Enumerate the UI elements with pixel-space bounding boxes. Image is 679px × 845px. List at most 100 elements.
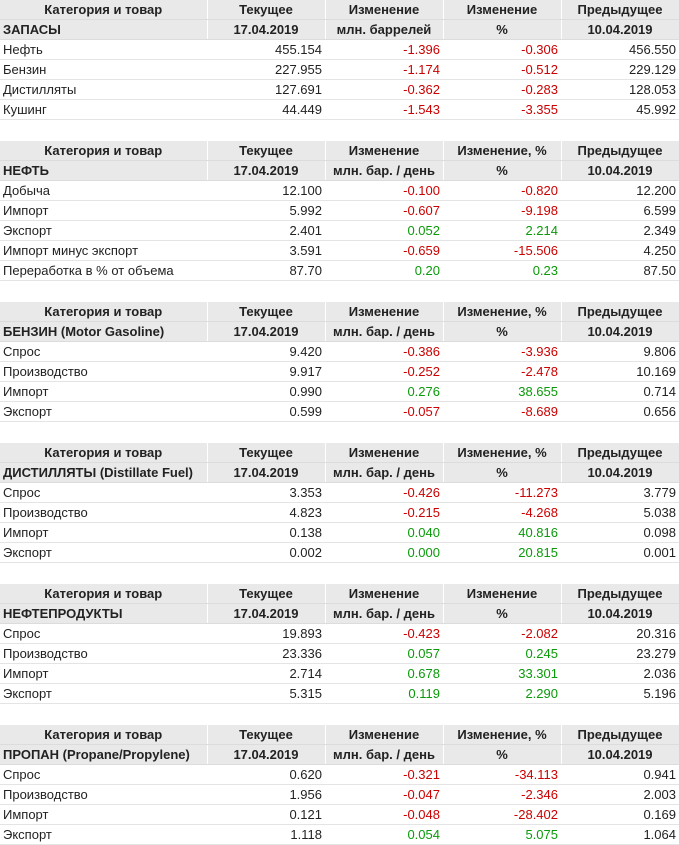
row-label: Спрос: [0, 764, 207, 785]
table-cell: 0.002: [207, 542, 325, 563]
header-row: Категория и товар Текущее Изменение Изменен…: [0, 302, 679, 322]
row-label: Спрос: [0, 341, 207, 362]
table-cell: -3.355: [443, 99, 561, 120]
table-row: Экспорт 2.401 0.052 2.214 2.349: [0, 220, 679, 241]
column-subheader: %: [443, 19, 562, 40]
section-title: НЕФТЬ: [0, 160, 208, 181]
data-table: Категория и товар Текущее Изменение Изменен…: [0, 725, 679, 845]
table-row: Нефть 455.154 -1.396 -0.306 456.550: [0, 39, 679, 60]
section-gap: [0, 563, 679, 584]
row-label: Бензин: [0, 59, 207, 80]
column-subheader: 10.04.2019: [561, 603, 679, 624]
table-row: Производство 9.917 -0.252 -2.478 10.169: [0, 361, 679, 382]
row-label: Производство: [0, 643, 207, 664]
section-gap: [0, 704, 679, 725]
column-subheader: млн. бар. / день: [325, 744, 444, 765]
table-row: Экспорт 0.002 0.000 20.815 0.001: [0, 542, 679, 563]
table-cell: -2.346: [443, 784, 561, 805]
table-cell: 6.599: [561, 200, 679, 221]
row-label: Импорт: [0, 663, 207, 684]
subheader-row: НЕФТЕПРОДУКТЫ 17.04.2019 млн. бар. / день%…: [0, 603, 679, 624]
table-cell: 0.245: [443, 643, 561, 664]
header-row: Категория и товар Текущее Изменение Изменен…: [0, 443, 679, 463]
column-subheader: 10.04.2019: [561, 321, 679, 342]
table-cell: -8.689: [443, 401, 561, 422]
table-cell: 23.336: [207, 643, 325, 664]
section-propane: Категория и товар Текущее Изменение Изменен…: [0, 725, 679, 845]
column-header: Изменение: [443, 0, 562, 20]
table-cell: -0.362: [325, 79, 443, 100]
row-label: Спрос: [0, 482, 207, 503]
header-row: Категория и товар Текущее Изменение Изменен…: [0, 725, 679, 745]
table-cell: 0.057: [325, 643, 443, 664]
table-cell: -0.215: [325, 502, 443, 523]
table-cell: -15.506: [443, 240, 561, 261]
row-label: Экспорт: [0, 683, 207, 704]
table-cell: 2.036: [561, 663, 679, 684]
row-label: Производство: [0, 502, 207, 523]
column-subheader: %: [443, 160, 562, 181]
subheader-row: ПРОПАН (Propane/Propylene) 17.04.2019 млн.…: [0, 744, 679, 765]
section-gap: [0, 120, 679, 141]
table-cell: -0.306: [443, 39, 561, 60]
table-cell: 455.154: [207, 39, 325, 60]
column-header: Предыдущее: [561, 141, 679, 161]
table-row: Производство 4.823 -0.215 -4.268 5.038: [0, 502, 679, 523]
row-label: Импорт: [0, 200, 207, 221]
table-cell: 5.315: [207, 683, 325, 704]
table-cell: -0.057: [325, 401, 443, 422]
row-label: Спрос: [0, 623, 207, 644]
table-cell: 0.000: [325, 542, 443, 563]
column-header: Предыдущее: [561, 302, 679, 322]
column-subheader: млн. бар. / день: [325, 603, 444, 624]
table-cell: 0.138: [207, 522, 325, 543]
table-cell: 20.316: [561, 623, 679, 644]
column-header: Категория и товар: [0, 443, 208, 463]
column-subheader: млн. бар. / день: [325, 160, 444, 181]
table-cell: 9.420: [207, 341, 325, 362]
table-cell: 5.075: [443, 824, 561, 845]
table-cell: 87.70: [207, 260, 325, 281]
table-cell: 0.052: [325, 220, 443, 241]
column-subheader: 10.04.2019: [561, 19, 679, 40]
column-header: Категория и товар: [0, 0, 208, 20]
subheader-row: ДИСТИЛЛЯТЫ (Distillate Fuel) 17.04.2019 мл…: [0, 462, 679, 483]
row-label: Переработка в % от объема: [0, 260, 207, 281]
table-cell: -28.402: [443, 804, 561, 825]
table-row: Производство 1.956 -0.047 -2.346 2.003: [0, 784, 679, 805]
data-table: Категория и товар Текущее Изменение Изменен…: [0, 141, 679, 281]
column-header: Предыдущее: [561, 725, 679, 745]
column-subheader: 17.04.2019: [207, 603, 326, 624]
table-cell: 87.50: [561, 260, 679, 281]
table-cell: -1.543: [325, 99, 443, 120]
table-row: Экспорт 0.599 -0.057 -8.689 0.656: [0, 401, 679, 422]
table-cell: 0.678: [325, 663, 443, 684]
table-cell: 3.591: [207, 240, 325, 261]
table-row: Производство 23.336 0.057 0.245 23.279: [0, 643, 679, 664]
row-label: Экспорт: [0, 824, 207, 845]
column-subheader: 10.04.2019: [561, 462, 679, 483]
table-cell: 0.040: [325, 522, 443, 543]
table-cell: 0.990: [207, 381, 325, 402]
subheader-row: БЕНЗИН (Motor Gasoline) 17.04.2019 млн. ба…: [0, 321, 679, 342]
table-cell: 5.038: [561, 502, 679, 523]
column-header: Предыдущее: [561, 0, 679, 20]
table-row: Кушинг 44.449 -1.543 -3.355 45.992: [0, 99, 679, 120]
column-header: Изменение: [325, 725, 444, 745]
table-row: Добыча 12.100 -0.100 -0.820 12.200: [0, 180, 679, 201]
table-cell: 4.250: [561, 240, 679, 261]
header-row: Категория и товар Текущее Изменение Изменен…: [0, 584, 679, 604]
table-cell: 4.823: [207, 502, 325, 523]
table-cell: 12.100: [207, 180, 325, 201]
table-row: Переработка в % от объема 87.70 0.20 0.23 87…: [0, 260, 679, 281]
row-label: Кушинг: [0, 99, 207, 120]
table-cell: 0.054: [325, 824, 443, 845]
table-cell: -11.273: [443, 482, 561, 503]
table-row: Бензин 227.955 -1.174 -0.512 229.129: [0, 59, 679, 80]
column-header: Изменение, %: [443, 141, 562, 161]
table-cell: 1.956: [207, 784, 325, 805]
data-table: Категория и товар Текущее Изменение Изменен…: [0, 584, 679, 704]
column-header: Изменение: [325, 0, 444, 20]
table-cell: -1.174: [325, 59, 443, 80]
